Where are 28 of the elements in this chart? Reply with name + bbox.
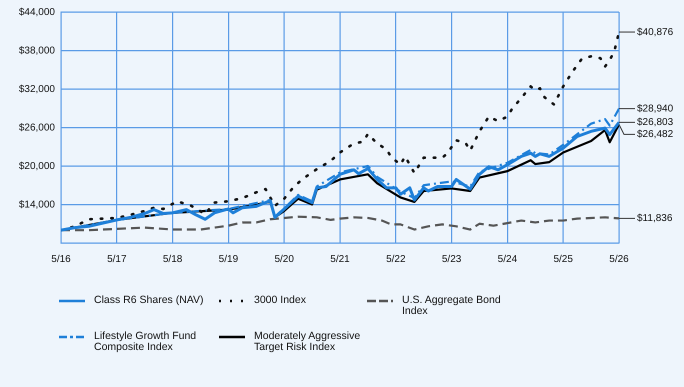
x-tick-label: 5/20 <box>274 254 294 265</box>
y-tick-label: $14,000 <box>18 199 56 210</box>
y-tick-label: $38,000 <box>18 45 56 56</box>
annotation: $28,940 <box>637 103 674 114</box>
annotation: $11,836 <box>637 213 673 224</box>
y-tick-label: $26,000 <box>18 122 56 134</box>
x-tick-label: 5/21 <box>330 254 350 265</box>
x-tick-label: 5/22 <box>386 254 406 265</box>
x-tick-label: 5/16 <box>51 254 72 265</box>
legend-label: Moderately Aggressive Target Risk Index <box>254 330 362 353</box>
x-tick-label: 5/24 <box>498 254 518 265</box>
x-tick-label: 5/23 <box>442 254 462 265</box>
legend-label: Lifestyle Growth Fund Composite Index <box>94 330 198 353</box>
annotation: $26,482 <box>637 129 674 140</box>
legend-label: 3000 Index <box>254 294 307 306</box>
annotation: $40,876 <box>637 26 674 38</box>
y-tick-label: $44,000 <box>18 6 56 18</box>
annotation: $26,803 <box>637 117 674 128</box>
y-tick-label: $20,000 <box>18 160 56 172</box>
x-tick-label: 5/17 <box>107 254 127 265</box>
x-tick-label: 5/19 <box>218 254 239 265</box>
x-tick-label: 5/25 <box>553 254 574 265</box>
y-tick-label: $32,000 <box>18 84 56 95</box>
legend-label: U.S. Aggregate Bond Index <box>402 294 502 317</box>
x-tick-label: 5/26 <box>609 254 630 265</box>
x-tick-label: 5/18 <box>162 254 183 265</box>
legend-label: Class R6 Shares (NAV) <box>94 294 205 306</box>
line-series <box>61 216 619 232</box>
